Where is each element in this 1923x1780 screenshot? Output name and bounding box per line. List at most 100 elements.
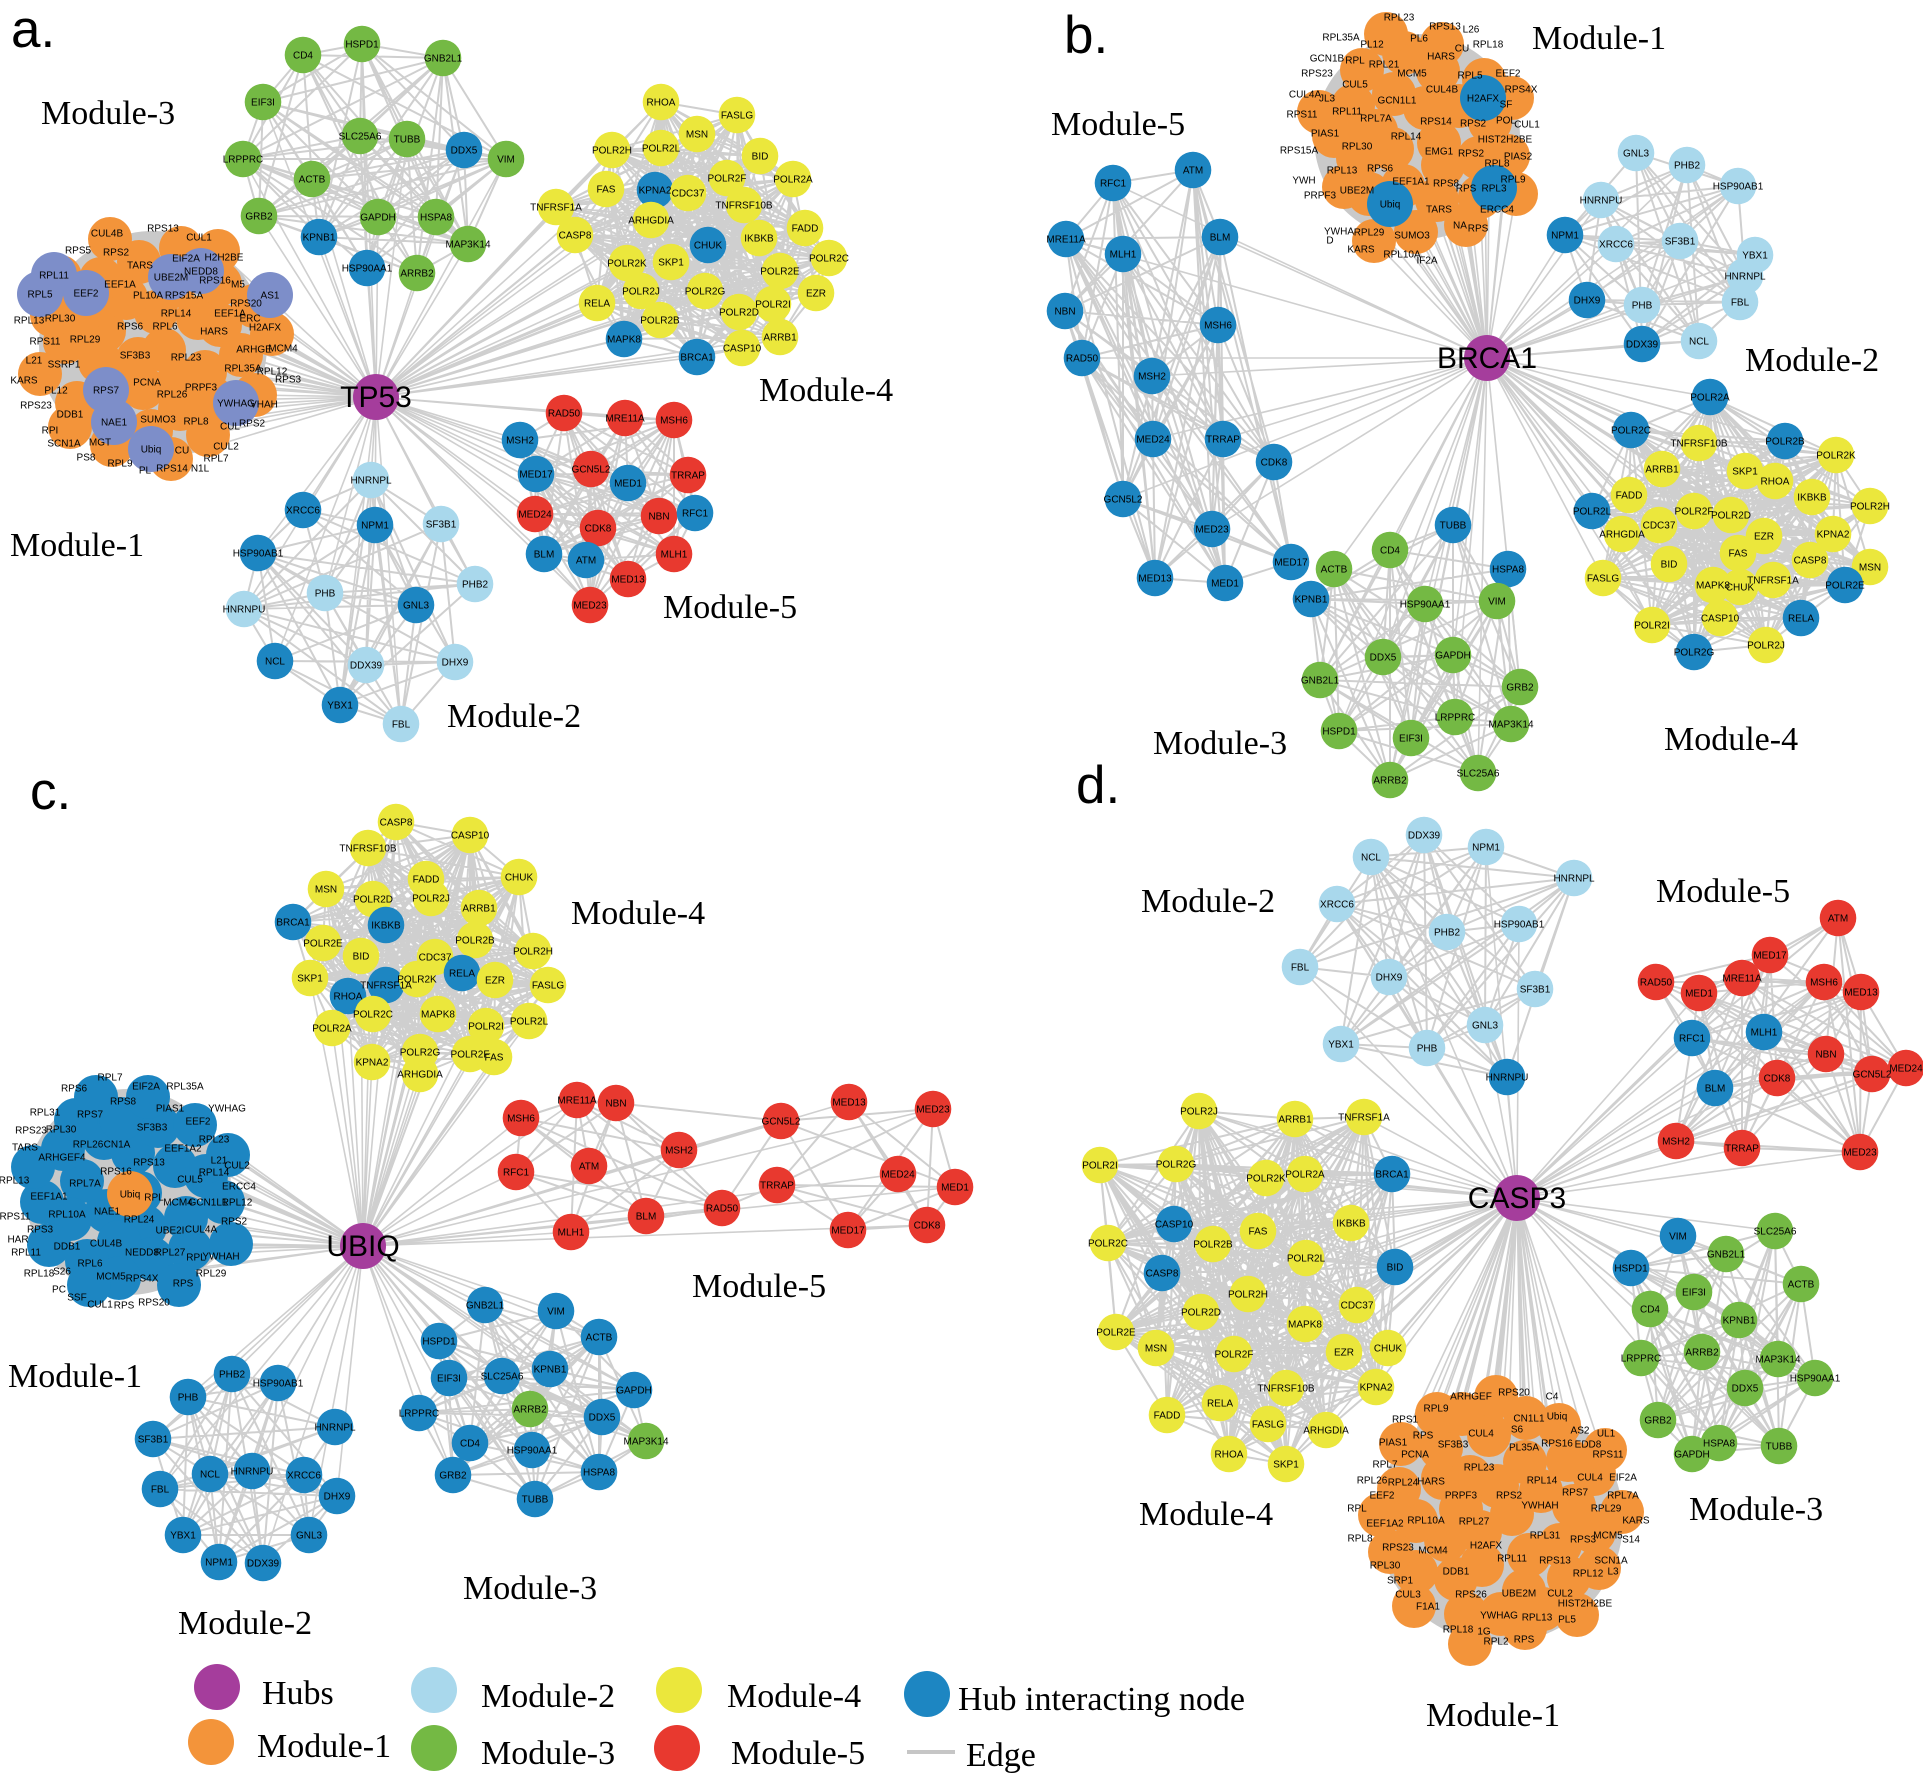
svg-text:RPS14: RPS14 xyxy=(1420,117,1452,128)
svg-text:PHB: PHB xyxy=(178,1393,199,1404)
svg-text:ARRB2: ARRB2 xyxy=(513,1405,547,1416)
svg-text:FAS: FAS xyxy=(485,1053,504,1064)
svg-text:DDX39: DDX39 xyxy=(350,661,383,672)
svg-text:ACTB: ACTB xyxy=(586,1333,613,1344)
svg-text:ARHGE: ARHGE xyxy=(236,345,272,356)
svg-text:POLR2G: POLR2G xyxy=(1156,1160,1197,1171)
svg-text:RPL11: RPL11 xyxy=(11,1248,41,1259)
svg-text:MSH6: MSH6 xyxy=(1810,978,1838,989)
svg-text:POLR2D: POLR2D xyxy=(719,308,759,319)
svg-text:ARHGDIA: ARHGDIA xyxy=(397,1070,443,1081)
svg-text:HNRNPL: HNRNPL xyxy=(350,476,392,487)
svg-text:MSH6: MSH6 xyxy=(1204,321,1232,332)
svg-text:HARS: HARS xyxy=(1427,52,1455,63)
svg-text:NEDD8: NEDD8 xyxy=(125,1248,159,1259)
svg-text:TNFRSF1A: TNFRSF1A xyxy=(1338,1113,1390,1124)
svg-text:RPL10A: RPL10A xyxy=(1383,250,1421,261)
svg-text:LRPPRC: LRPPRC xyxy=(1435,713,1476,724)
svg-text:Ubiq: Ubiq xyxy=(1380,200,1401,211)
svg-text:RPL: RPL xyxy=(1347,1504,1367,1515)
svg-text:CHUK: CHUK xyxy=(505,873,534,884)
svg-text:MCM4: MCM4 xyxy=(268,344,298,355)
svg-text:CASP10: CASP10 xyxy=(451,831,490,842)
svg-text:SCN1A: SCN1A xyxy=(47,439,81,450)
svg-text:SKP1: SKP1 xyxy=(297,974,323,985)
svg-text:SLC25A6: SLC25A6 xyxy=(1754,1227,1797,1238)
svg-text:Module-2: Module-2 xyxy=(1745,342,1879,379)
svg-text:GRB2: GRB2 xyxy=(439,1471,467,1482)
svg-text:CASP3: CASP3 xyxy=(1468,1182,1566,1215)
svg-text:SSRP1: SSRP1 xyxy=(48,360,81,371)
svg-text:SLC25A6: SLC25A6 xyxy=(481,1372,524,1383)
svg-text:Module-1: Module-1 xyxy=(1426,1697,1560,1734)
svg-text:BLM: BLM xyxy=(1210,233,1231,244)
svg-text:POLR2I: POLR2I xyxy=(468,1022,504,1033)
svg-text:RPL35A: RPL35A xyxy=(166,1082,204,1093)
svg-text:RPS: RPS xyxy=(1468,224,1489,235)
svg-text:EMG1: EMG1 xyxy=(1425,147,1454,158)
svg-text:TUBB: TUBB xyxy=(1440,521,1467,532)
svg-text:CASP10: CASP10 xyxy=(1701,614,1740,625)
svg-text:ARRB1: ARRB1 xyxy=(1645,465,1679,476)
svg-text:POLR2L: POLR2L xyxy=(510,1017,549,1028)
svg-text:CUL2: CUL2 xyxy=(213,442,239,453)
svg-text:MCM5: MCM5 xyxy=(1593,1531,1623,1542)
svg-text:CUL2: CUL2 xyxy=(224,1161,250,1172)
svg-text:POLR2K: POLR2K xyxy=(1246,1174,1286,1185)
svg-text:CU: CU xyxy=(1455,44,1469,55)
svg-text:RPL11: RPL11 xyxy=(1497,1554,1527,1565)
svg-text:RPS7: RPS7 xyxy=(77,1110,104,1121)
svg-text:BRCA1: BRCA1 xyxy=(680,353,714,364)
svg-text:D: D xyxy=(1326,236,1333,247)
svg-text:HSPA8: HSPA8 xyxy=(1492,565,1524,576)
svg-text:H2AFX: H2AFX xyxy=(249,323,282,334)
svg-text:CASP10: CASP10 xyxy=(723,344,762,355)
svg-text:BID: BID xyxy=(1387,1263,1404,1274)
svg-text:L21: L21 xyxy=(211,1156,228,1167)
svg-text:KPNB1: KPNB1 xyxy=(1295,595,1328,606)
svg-text:Module-1: Module-1 xyxy=(1532,20,1666,57)
svg-text:SKP1: SKP1 xyxy=(1273,1460,1299,1471)
svg-text:EDD8: EDD8 xyxy=(1575,1440,1602,1451)
svg-text:GNB2L1: GNB2L1 xyxy=(1301,676,1340,687)
svg-text:ATM: ATM xyxy=(1183,166,1203,177)
svg-text:RPL9: RPL9 xyxy=(1500,175,1525,186)
svg-text:GRB2: GRB2 xyxy=(245,212,273,223)
svg-text:RPL12: RPL12 xyxy=(1573,1569,1604,1580)
svg-text:KPNB1: KPNB1 xyxy=(534,1365,567,1376)
svg-text:NCL: NCL xyxy=(1361,853,1381,864)
svg-text:RPL11: RPL11 xyxy=(39,271,69,282)
svg-text:PHB: PHB xyxy=(315,589,336,600)
svg-text:POL: POL xyxy=(1496,116,1516,127)
svg-text:Module-4: Module-4 xyxy=(1664,721,1798,758)
svg-text:Module-4: Module-4 xyxy=(727,1678,861,1715)
svg-text:CASP8: CASP8 xyxy=(380,818,413,829)
svg-text:RPL2: RPL2 xyxy=(1483,1637,1508,1648)
svg-text:Module-5: Module-5 xyxy=(692,1268,826,1305)
svg-text:NBN: NBN xyxy=(1815,1050,1836,1061)
svg-text:RPL14: RPL14 xyxy=(199,1168,230,1179)
svg-text:DDB1: DDB1 xyxy=(57,410,84,421)
svg-text:YWHAG: YWHAG xyxy=(1480,1611,1518,1622)
svg-text:PCNA: PCNA xyxy=(1401,1450,1429,1461)
svg-text:PRPF3: PRPF3 xyxy=(1304,191,1337,202)
svg-text:RHOA: RHOA xyxy=(334,992,363,1003)
svg-text:MED23: MED23 xyxy=(1843,1148,1877,1159)
svg-text:RPS16: RPS16 xyxy=(1541,1439,1573,1450)
svg-text:GAPDH: GAPDH xyxy=(360,213,396,224)
svg-text:RPS4X: RPS4X xyxy=(126,1274,159,1285)
svg-text:BID: BID xyxy=(752,152,769,163)
svg-text:NCL: NCL xyxy=(1689,337,1709,348)
svg-text:S14: S14 xyxy=(1622,1535,1640,1546)
svg-text:TRRAP: TRRAP xyxy=(760,1181,794,1192)
svg-text:TNFRSF1A: TNFRSF1A xyxy=(360,981,412,992)
svg-text:MLH1: MLH1 xyxy=(1110,250,1137,261)
svg-text:TUBB: TUBB xyxy=(1766,1442,1793,1453)
svg-text:RPS2: RPS2 xyxy=(103,248,130,259)
svg-text:RPL18: RPL18 xyxy=(1443,1625,1474,1636)
svg-text:RPS2: RPS2 xyxy=(1458,149,1485,160)
svg-text:Module-3: Module-3 xyxy=(481,1735,615,1772)
svg-text:GNL3: GNL3 xyxy=(1472,1021,1499,1032)
svg-text:SF: SF xyxy=(1500,100,1513,111)
svg-text:RPL10A: RPL10A xyxy=(48,1210,86,1221)
